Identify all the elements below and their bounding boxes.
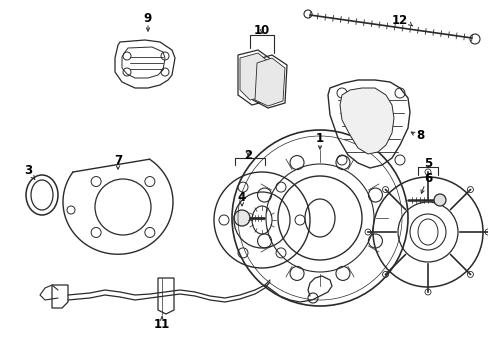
Text: 1: 1 xyxy=(315,131,324,144)
Text: 10: 10 xyxy=(253,23,269,36)
Text: 4: 4 xyxy=(237,190,245,203)
Text: 11: 11 xyxy=(154,319,170,332)
Polygon shape xyxy=(254,58,285,106)
Circle shape xyxy=(234,210,249,226)
Polygon shape xyxy=(240,53,269,100)
Text: 8: 8 xyxy=(415,129,423,141)
Text: 6: 6 xyxy=(423,171,431,185)
Text: 9: 9 xyxy=(143,12,152,24)
Text: 5: 5 xyxy=(423,157,431,170)
Text: 3: 3 xyxy=(24,163,32,176)
Polygon shape xyxy=(339,88,393,154)
Text: 7: 7 xyxy=(114,153,122,166)
Circle shape xyxy=(433,194,445,206)
Text: 12: 12 xyxy=(391,14,407,27)
Text: 2: 2 xyxy=(244,149,251,162)
